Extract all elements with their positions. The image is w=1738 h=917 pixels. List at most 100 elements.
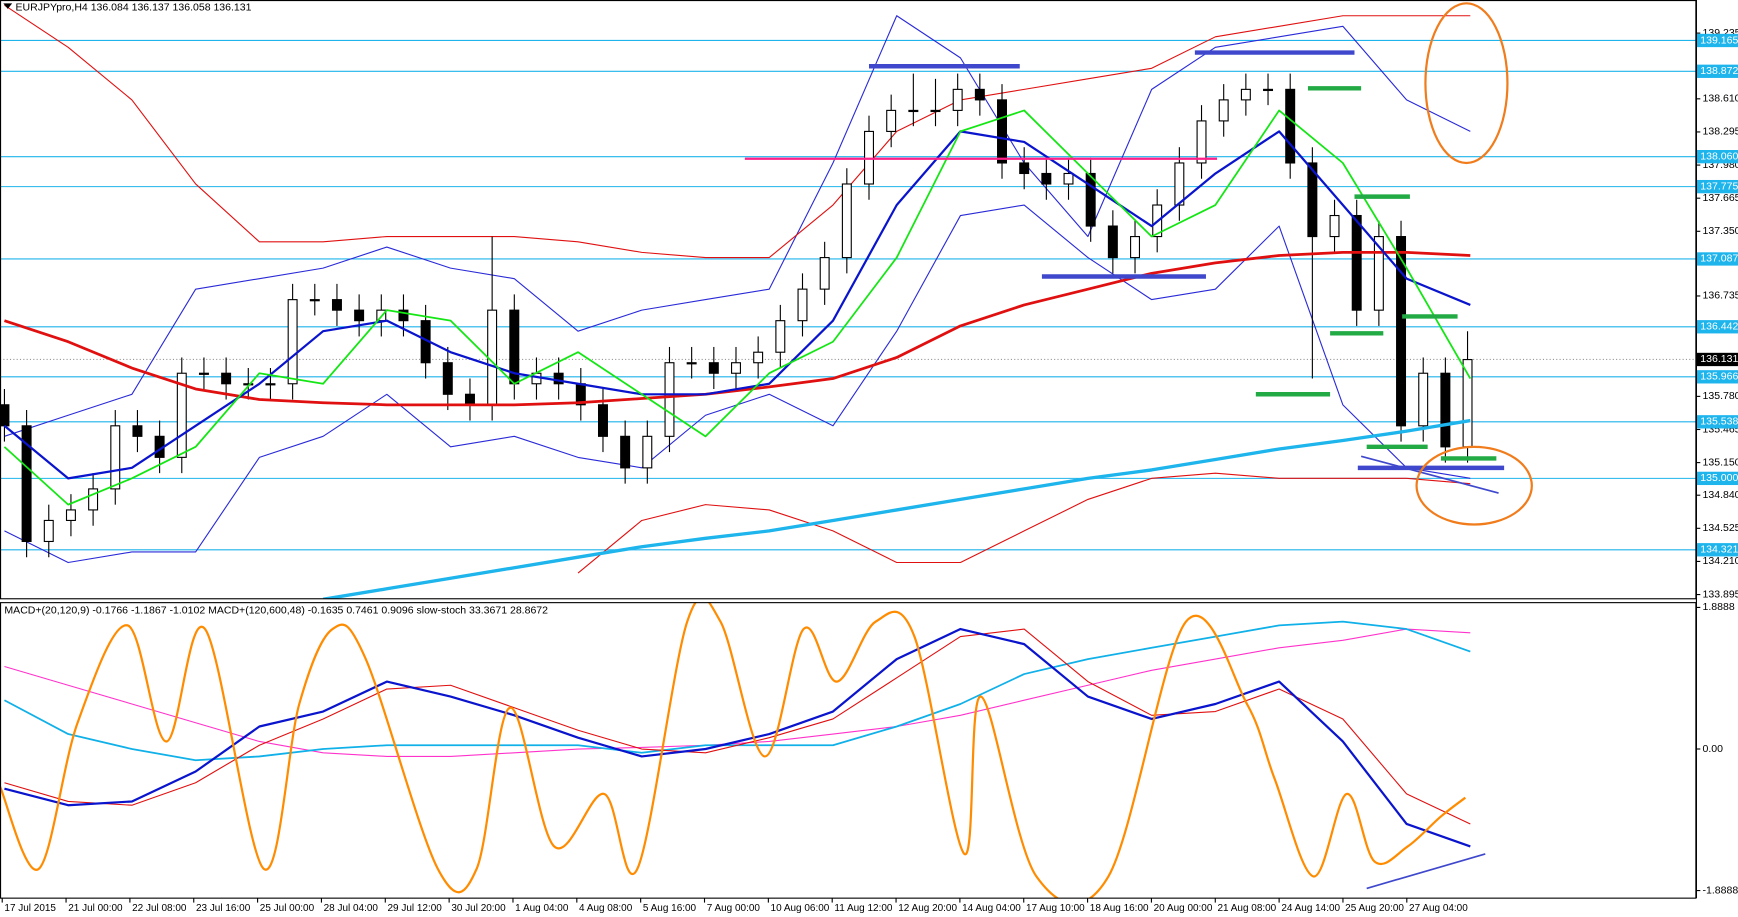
y-tick-label: 134.840 bbox=[1703, 489, 1738, 501]
candle-body bbox=[1285, 88, 1296, 164]
candle-body bbox=[487, 309, 498, 406]
candle-body bbox=[398, 309, 409, 322]
candle-body bbox=[198, 372, 209, 375]
y-tick-label: -1.8888 bbox=[1703, 884, 1738, 896]
x-tick-label: 7 Aug 00:00 bbox=[707, 903, 761, 914]
main-panel bbox=[0, 4, 1696, 599]
indicator-frame bbox=[0, 602, 1697, 899]
highlight-ellipse bbox=[1424, 2, 1509, 165]
level-label-bg bbox=[1696, 471, 1738, 486]
y-tick-label: 138.610 bbox=[1703, 93, 1738, 105]
candle-body bbox=[1263, 88, 1274, 92]
x-tick-label: 11 Aug 12:00 bbox=[834, 903, 892, 914]
candle-body bbox=[1240, 88, 1251, 101]
chart-title: EURJPYpro,H4 136.084 136.137 136.058 136… bbox=[16, 2, 252, 14]
drawn-line bbox=[1366, 853, 1486, 890]
candle-body bbox=[775, 320, 786, 353]
y-tick-label: 134.210 bbox=[1703, 555, 1738, 567]
level-label: 135.966 bbox=[1700, 371, 1738, 383]
candle-body bbox=[1307, 162, 1318, 238]
level-label-bg bbox=[1696, 543, 1738, 557]
candle-body bbox=[1329, 214, 1340, 238]
x-tick-label: 23 Jul 16:00 bbox=[196, 903, 251, 914]
x-tick-label: 4 Aug 08:00 bbox=[579, 903, 633, 914]
x-tick-label: 29 Jul 12:00 bbox=[388, 903, 443, 914]
candle-body bbox=[1351, 214, 1362, 311]
candle-body bbox=[819, 257, 830, 290]
x-tick-label: 20 Aug 00:00 bbox=[1154, 903, 1213, 914]
candle-body bbox=[354, 309, 365, 322]
candle-body bbox=[464, 393, 475, 406]
candle-body bbox=[731, 362, 741, 374]
level-label-bg bbox=[1696, 64, 1738, 78]
level-label-bg bbox=[1696, 33, 1738, 48]
candle-body bbox=[1174, 162, 1185, 206]
x-tick-label: 21 Jul 00:00 bbox=[68, 903, 123, 914]
candle-body bbox=[1218, 99, 1229, 122]
x-tick-label: 10 Aug 06:00 bbox=[771, 903, 830, 914]
x-tick-label: 30 Jul 20:00 bbox=[451, 903, 506, 914]
highlight-ellipse bbox=[1415, 445, 1533, 526]
candle-body bbox=[1107, 225, 1118, 259]
y-tick-label: 135.780 bbox=[1703, 390, 1738, 402]
candle-body bbox=[88, 488, 99, 511]
level-label: 136.442 bbox=[1700, 321, 1738, 333]
x-tick-label: 22 Jul 08:00 bbox=[132, 903, 187, 914]
x-tick-label: 27 Aug 04:00 bbox=[1409, 903, 1468, 914]
candle-body bbox=[664, 362, 675, 437]
candle-body bbox=[265, 383, 276, 386]
x-tick-label: 28 Jul 04:00 bbox=[324, 903, 379, 914]
series-line bbox=[4, 628, 1471, 825]
panel-icon bbox=[3, 3, 13, 9]
level-label-bg bbox=[1696, 320, 1738, 334]
level-label-bg bbox=[1696, 370, 1738, 384]
candle-body bbox=[65, 509, 76, 521]
candle-body bbox=[997, 99, 1007, 164]
main-frame bbox=[0, 0, 1697, 600]
candle-body bbox=[753, 351, 764, 364]
x-tick-label: 12 Aug 20:00 bbox=[898, 903, 957, 914]
level-label-bg bbox=[1696, 150, 1738, 164]
series-line bbox=[4, 4, 1471, 259]
candle-body bbox=[930, 109, 941, 113]
candle-body bbox=[176, 372, 187, 458]
y-tick-label: 134.525 bbox=[1703, 522, 1738, 534]
candle-body bbox=[110, 425, 121, 490]
candle-body bbox=[642, 435, 653, 469]
candle-body bbox=[553, 372, 564, 385]
candle-body bbox=[1130, 236, 1141, 259]
level-label: 138.872 bbox=[1700, 65, 1738, 77]
level-label: 139.165 bbox=[1700, 34, 1738, 46]
level-label: 134.321 bbox=[1700, 544, 1738, 556]
y-tick-label: 135.150 bbox=[1703, 456, 1738, 468]
series-line bbox=[3, 130, 1471, 480]
x-tick-label: 14 Aug 04:00 bbox=[962, 903, 1021, 914]
candle-body bbox=[1085, 172, 1096, 227]
candle-body bbox=[1396, 236, 1407, 427]
x-tick-label: 24 Aug 14:00 bbox=[1281, 903, 1340, 914]
candle-body bbox=[43, 519, 54, 543]
candle-body bbox=[1196, 120, 1207, 164]
level-label: 138.060 bbox=[1700, 150, 1738, 162]
candle-body bbox=[1418, 372, 1429, 427]
candle-body bbox=[221, 372, 232, 385]
x-tick-label: 25 Jul 00:00 bbox=[260, 903, 315, 914]
series-line bbox=[3, 250, 1471, 407]
level-label: 135.538 bbox=[1700, 416, 1738, 428]
x-tick-label: 17 Aug 10:00 bbox=[1026, 903, 1085, 914]
y-tick-label: 137.665 bbox=[1703, 192, 1738, 204]
candle-body bbox=[841, 183, 852, 259]
x-tick-label: 5 Aug 16:00 bbox=[643, 903, 697, 914]
candle-body bbox=[708, 362, 719, 374]
series-line bbox=[577, 472, 1471, 574]
series-line bbox=[322, 418, 1471, 599]
candle-body bbox=[686, 362, 697, 365]
candle-body bbox=[886, 109, 897, 132]
candle-body bbox=[309, 299, 320, 302]
level-label: 137.087 bbox=[1700, 253, 1738, 265]
candle-body bbox=[1373, 236, 1384, 311]
candle-body bbox=[597, 404, 608, 437]
